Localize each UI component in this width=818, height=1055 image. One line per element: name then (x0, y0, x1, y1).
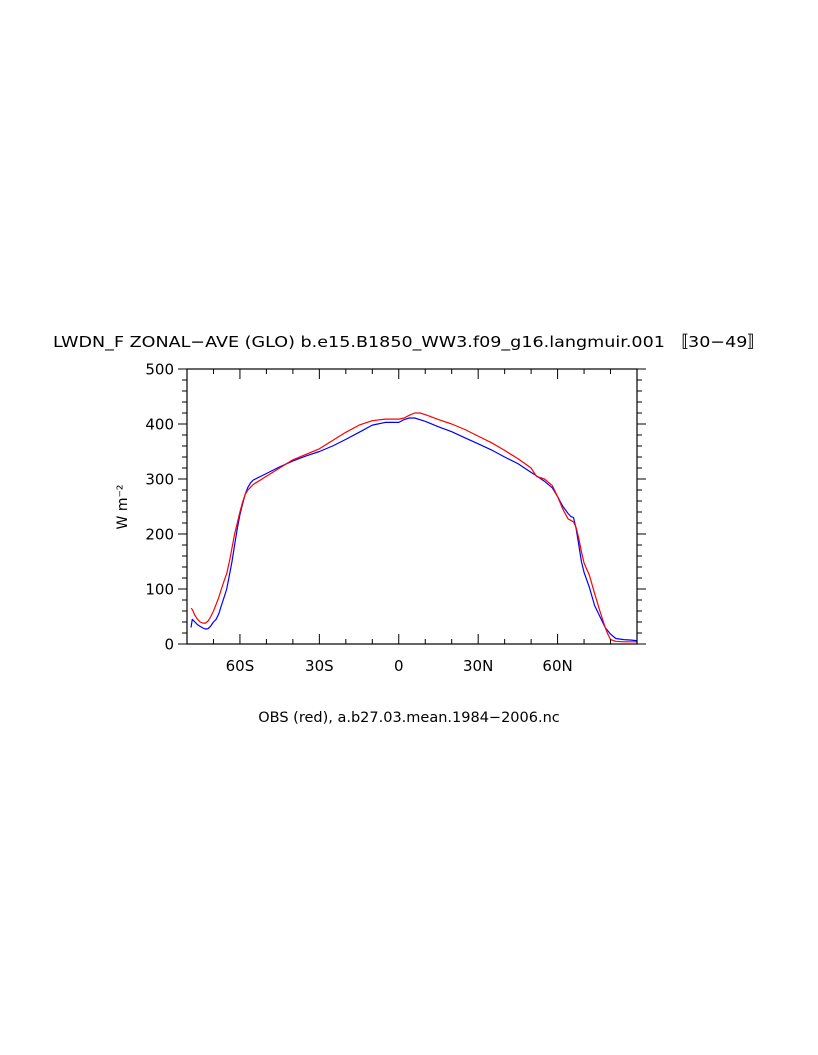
x-tick-label: 30N (463, 657, 493, 675)
axis-ticks (178, 368, 646, 645)
chart-title: LWDN_F ZONAL−AVE (GLO) b.e15.B1850_WW3.f… (53, 333, 765, 352)
plot-lines (190, 412, 638, 643)
x-tick-label: 0 (394, 657, 404, 675)
y-tick-label: 400 (145, 416, 174, 434)
x-tick-label: 60S (226, 657, 255, 675)
x-tick-label: 60N (542, 657, 572, 675)
y-axis-label: W m⁻² (115, 485, 131, 530)
y-tick-label: 100 (145, 581, 174, 599)
y-tick-label: 300 (145, 471, 174, 489)
x-tick-label: 30S (305, 657, 334, 675)
y-tick-label: 0 (164, 636, 174, 654)
plot-frame (186, 368, 638, 645)
tick-labels: 60S 30S 0 30N 60N 0 100 200 300 400 500 (145, 361, 572, 676)
y-tick-label: 500 (145, 361, 174, 379)
y-tick-label: 200 (145, 526, 174, 544)
series-line-2 (190, 412, 637, 643)
x-axis-label: OBS (red), a.b27.03.mean.1984−2006.nc (258, 710, 560, 726)
series-line-1 (190, 417, 638, 642)
